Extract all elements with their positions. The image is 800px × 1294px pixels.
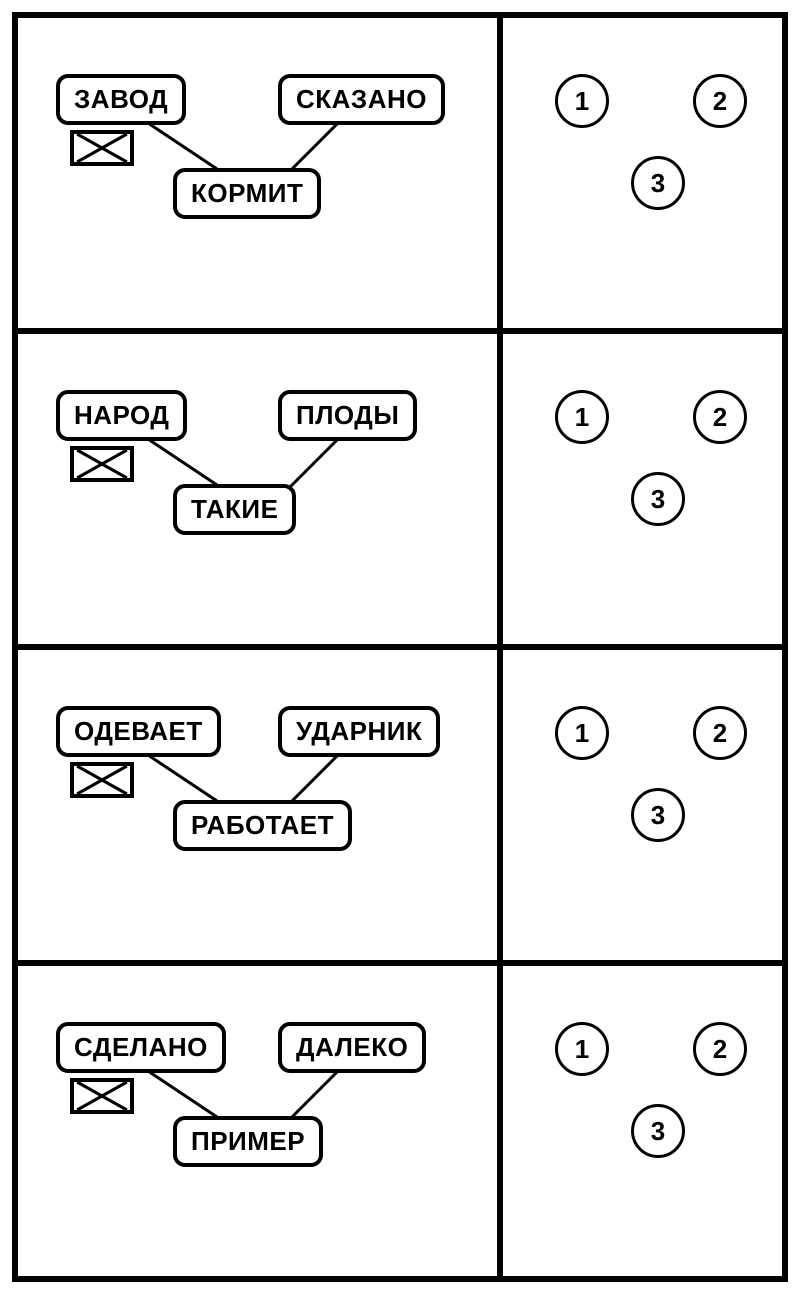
circle-1-1: 1 <box>555 74 609 128</box>
circle-1-2: 2 <box>693 74 747 128</box>
word-bottom-2: ТАКИЕ <box>173 484 296 535</box>
word-top-left-2: НАРОД <box>56 390 187 441</box>
word-top-left-4: СДЕЛАНО <box>56 1022 226 1073</box>
row-3: ОДЕВАЕТ УДАРНИК РАБОТАЕТ 1 2 3 <box>18 650 782 966</box>
word-top-left-3: ОДЕВАЕТ <box>56 706 221 757</box>
word-panel-4: СДЕЛАНО ДАЛЕКО ПРИМЕР <box>18 966 503 1276</box>
xbox-marker-2 <box>70 446 134 482</box>
word-top-right-3: УДАРНИК <box>278 706 440 757</box>
number-panel-2: 1 2 3 <box>503 334 782 644</box>
circle-2-1: 1 <box>555 390 609 444</box>
circle-1-3: 3 <box>631 156 685 210</box>
word-panel-1: ЗАВОД СКАЗАНО КОРМИТ <box>18 18 503 328</box>
word-panel-2: НАРОД ПЛОДЫ ТАКИЕ <box>18 334 503 644</box>
circle-2-3: 3 <box>631 472 685 526</box>
number-panel-3: 1 2 3 <box>503 650 782 960</box>
word-top-right-1: СКАЗАНО <box>278 74 445 125</box>
word-panel-3: ОДЕВАЕТ УДАРНИК РАБОТАЕТ <box>18 650 503 960</box>
number-panel-4: 1 2 3 <box>503 966 782 1276</box>
xbox-marker-3 <box>70 762 134 798</box>
circle-4-3: 3 <box>631 1104 685 1158</box>
row-4: СДЕЛАНО ДАЛЕКО ПРИМЕР 1 2 3 <box>18 966 782 1276</box>
circle-3-2: 2 <box>693 706 747 760</box>
word-bottom-3: РАБОТАЕТ <box>173 800 352 851</box>
xbox-marker-4 <box>70 1078 134 1114</box>
word-bottom-1: КОРМИТ <box>173 168 321 219</box>
circle-4-2: 2 <box>693 1022 747 1076</box>
circle-4-1: 1 <box>555 1022 609 1076</box>
circle-2-2: 2 <box>693 390 747 444</box>
row-1: ЗАВОД СКАЗАНО КОРМИТ 1 2 3 <box>18 18 782 334</box>
circle-3-1: 1 <box>555 706 609 760</box>
xbox-marker-1 <box>70 130 134 166</box>
word-top-left-1: ЗАВОД <box>56 74 186 125</box>
word-bottom-4: ПРИМЕР <box>173 1116 323 1167</box>
number-panel-1: 1 2 3 <box>503 18 782 328</box>
word-top-right-2: ПЛОДЫ <box>278 390 417 441</box>
row-2: НАРОД ПЛОДЫ ТАКИЕ 1 2 3 <box>18 334 782 650</box>
diagram-table: ЗАВОД СКАЗАНО КОРМИТ 1 2 3 НАРОД ПЛОДЫ Т… <box>12 12 788 1282</box>
word-top-right-4: ДАЛЕКО <box>278 1022 426 1073</box>
circle-3-3: 3 <box>631 788 685 842</box>
